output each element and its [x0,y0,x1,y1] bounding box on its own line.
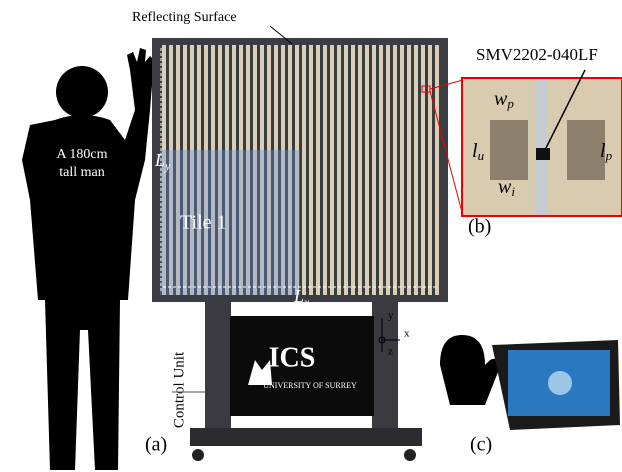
stand-leg [205,302,231,432]
trace [535,80,547,215]
lx-base: L [293,286,304,306]
lx-sub: x [303,295,310,309]
control-unit-label: Control Unit [171,351,187,428]
lu-sub: u [478,148,485,163]
stripe [428,45,432,295]
stripe [316,45,320,295]
page: {"labels": { "reflecting_surface": "Refl… [0,0,622,472]
stripe [372,45,376,295]
university: UNIVERSITY OF SURREY [263,381,357,390]
stripe [344,45,348,295]
stripe [309,45,313,295]
diode-label: SMV2202-040LF [476,45,598,64]
man-label: tall man [59,165,105,180]
stripe [323,45,327,295]
logo: ICS [269,342,316,373]
stripe [393,45,397,295]
ly-sub: y [164,159,171,173]
stripe [414,45,418,295]
diode [536,148,550,160]
pad [490,120,528,180]
stripe [400,45,404,295]
axis-z: z [388,346,393,358]
wi-sub: i [511,184,515,199]
man-label: A 180cm [57,147,108,162]
stand-leg [372,302,398,432]
glove [440,335,498,405]
wp-sub: p [506,96,514,111]
stripe [386,45,390,295]
ly-base: L [154,150,165,170]
figure: A 180cm tall man Reflecting Surface Ly L… [0,0,622,472]
stripe [351,45,355,295]
stripe [302,45,306,295]
tile-label: Tile 1 [180,212,227,234]
wi-base: w [498,176,512,198]
stripe [379,45,383,295]
wheel [192,449,204,461]
axis-x: x [404,328,410,340]
axis-y: y [388,310,394,322]
stripe [337,45,341,295]
panel-a: (a) [145,434,167,456]
stripe [407,45,411,295]
stripe [330,45,334,295]
stripe [421,45,425,295]
panel-c: (c) [470,434,492,456]
man-silhouette [22,48,154,470]
stripe [435,45,439,295]
lp-sub: p [605,148,613,163]
wp-base: w [494,88,508,110]
stripe [358,45,362,295]
stripe [365,45,369,295]
title-label: Reflecting Surface [132,10,237,25]
screen-icon [548,371,572,395]
panel-b: (b) [468,216,491,238]
stand-base [190,428,422,446]
wheel [404,449,416,461]
